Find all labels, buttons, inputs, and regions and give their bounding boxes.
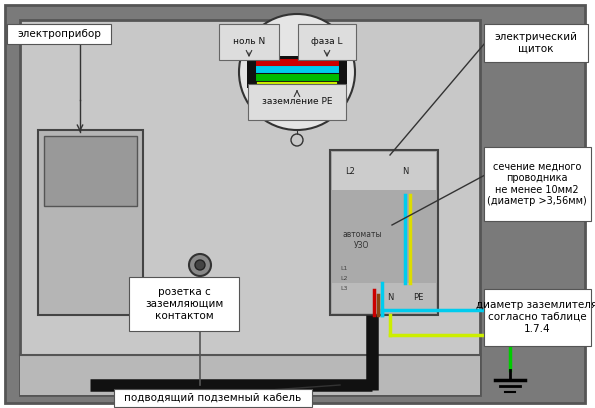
Text: L1: L1 bbox=[340, 266, 347, 271]
FancyBboxPatch shape bbox=[484, 147, 591, 221]
FancyBboxPatch shape bbox=[484, 24, 588, 62]
FancyBboxPatch shape bbox=[7, 24, 111, 44]
Bar bbox=[330, 150, 438, 315]
Text: L3: L3 bbox=[340, 286, 347, 290]
Circle shape bbox=[239, 14, 355, 130]
Circle shape bbox=[189, 254, 211, 276]
Text: автоматы
УЗО: автоматы УЗО bbox=[342, 230, 382, 250]
Bar bbox=[247, 56, 347, 88]
Bar bbox=[38, 130, 143, 315]
Bar bbox=[332, 152, 436, 190]
Text: сечение медного
проводника
не менее 10мм2
(диаметр >3,56мм): сечение медного проводника не менее 10мм… bbox=[487, 162, 587, 206]
Text: N: N bbox=[402, 166, 408, 175]
Bar bbox=[20, 20, 480, 395]
Bar bbox=[20, 355, 480, 395]
Text: ноль N: ноль N bbox=[233, 38, 265, 47]
Circle shape bbox=[195, 260, 205, 270]
Text: диаметр заземлителя
согласно таблице
1.7.4: диаметр заземлителя согласно таблице 1.7… bbox=[477, 300, 595, 334]
Text: розетка с
заземляющим
контактом: розетка с заземляющим контактом bbox=[145, 287, 223, 321]
Text: заземление PE: заземление PE bbox=[262, 98, 332, 106]
FancyBboxPatch shape bbox=[114, 389, 312, 407]
Text: подводящий подземный кабель: подводящий подземный кабель bbox=[124, 393, 302, 403]
Bar bbox=[44, 136, 137, 206]
Text: фаза L: фаза L bbox=[311, 38, 343, 47]
Text: L2: L2 bbox=[345, 166, 355, 175]
FancyBboxPatch shape bbox=[484, 289, 591, 346]
FancyBboxPatch shape bbox=[129, 277, 239, 331]
Text: N: N bbox=[387, 293, 393, 302]
Text: PE: PE bbox=[413, 293, 423, 302]
Bar bbox=[332, 283, 436, 313]
Text: L2: L2 bbox=[340, 275, 347, 281]
Text: электрический
щиток: электрический щиток bbox=[494, 32, 578, 54]
Text: электроприбор: электроприбор bbox=[17, 29, 101, 39]
